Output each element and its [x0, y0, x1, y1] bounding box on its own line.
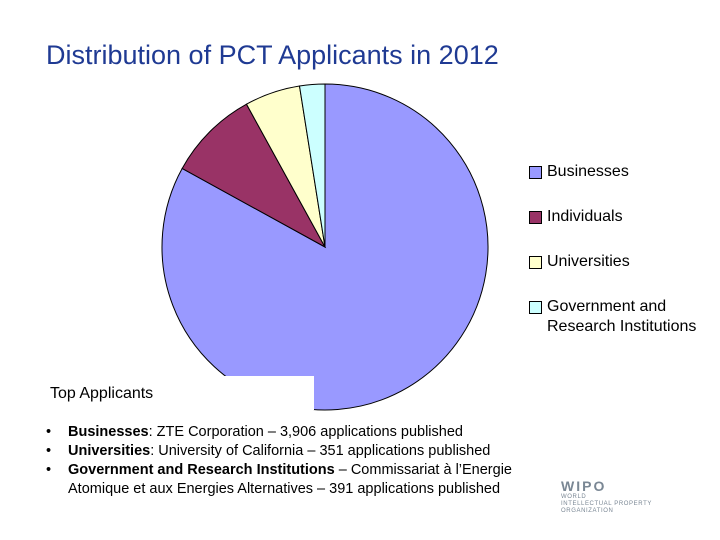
top-applicants-box	[46, 376, 314, 410]
bullet-category-universities: Universities	[68, 443, 151, 459]
legend-swatch-individuals	[529, 211, 542, 224]
bullet-government: • Government and Research Institutions – …	[46, 461, 512, 480]
bullet-text-businesses: : ZTE Corporation – 3,906 applications p…	[148, 424, 463, 440]
legend-label-government-line1: Government and	[547, 298, 667, 315]
legend-label-universities: Universities	[547, 253, 630, 270]
legend-item-businesses: Businesses	[529, 162, 629, 182]
top-applicants-heading: Top Applicants	[50, 385, 154, 402]
bullet-text-government: – Commissariat à l’Energie	[334, 462, 512, 478]
legend-swatch-businesses	[529, 166, 542, 179]
chart-title: Distribution of PCT Applicants in 2012	[46, 40, 499, 70]
legend-item-government: Government and Research Institutions	[529, 297, 696, 337]
legend-label-government-line2: Research Institutions	[547, 318, 697, 335]
logo-line-1: WORLD	[561, 494, 587, 500]
logo-line-3: ORGANIZATION	[561, 508, 614, 514]
bullet-text-universities: : University of California – 351 applica…	[150, 443, 491, 459]
bullet-universities: • Universities: University of California …	[46, 442, 490, 461]
legend-label-government: Government and Research Institutions	[547, 297, 696, 337]
legend-label-businesses: Businesses	[547, 163, 629, 180]
logo-name: WIPO	[561, 478, 607, 494]
wipo-logo: WIPO WORLD INTELLECTUAL PROPERTY ORGANIZ…	[561, 478, 652, 515]
legend-item-individuals: Individuals	[529, 207, 623, 227]
logo-line-2: INTELLECTUAL PROPERTY	[561, 501, 652, 507]
pie-slice-government-and-research-institutions	[298, 83, 326, 248]
bullet-dot: •	[46, 462, 52, 478]
bullet-dot: •	[46, 424, 52, 440]
legend-label-individuals: Individuals	[547, 208, 623, 225]
legend-swatch-government	[529, 301, 542, 314]
bullet-category-government: Government and Research Institutions	[68, 462, 335, 478]
bullet-category-businesses: Businesses	[68, 424, 149, 440]
legend-swatch-universities	[529, 256, 542, 269]
bullet-businesses: • Businesses: ZTE Corporation – 3,906 app…	[46, 423, 463, 442]
pie-slice-individuals	[181, 103, 327, 249]
bullet-dot: •	[46, 443, 52, 459]
bullet-government-continuation: Atomique et aux Energies Alternatives – …	[68, 481, 501, 497]
legend-item-universities: Universities	[529, 252, 630, 272]
